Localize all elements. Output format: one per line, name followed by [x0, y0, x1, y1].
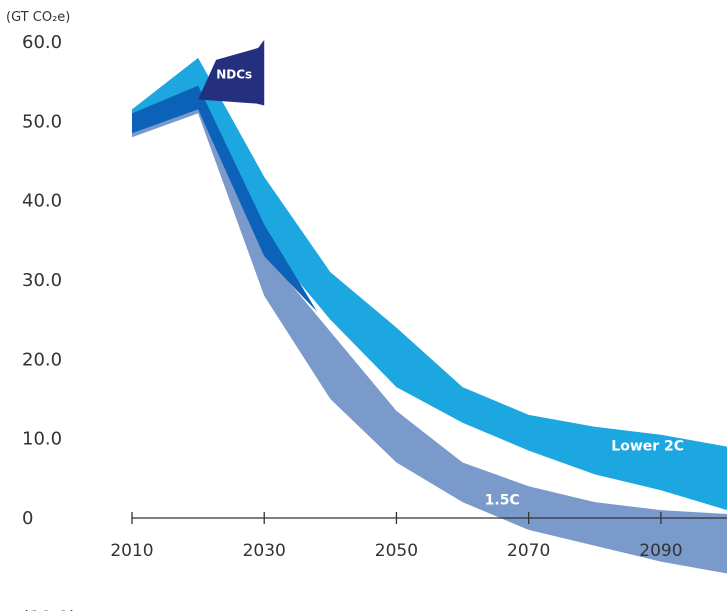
band-1-5c: [132, 101, 727, 574]
y-tick-label: 50.0: [22, 111, 62, 132]
band-labels: Lower 2C 1.5C: [485, 439, 684, 509]
band-overlap-2: [132, 85, 318, 312]
ndc-arrow: [198, 39, 265, 106]
y-tick-label: 40.0: [22, 191, 62, 212]
y-tick-label: 30.0: [22, 270, 62, 291]
ndc-marker: NDCs: [198, 39, 265, 106]
x-tick-label: 2030: [243, 541, 286, 561]
y-axis: 60.0 50.0 40.0 30.0 20.0 10.0 0 (10.0): [22, 32, 76, 611]
x-tick-label: 2050: [375, 541, 418, 561]
y-tick-label: 20.0: [22, 349, 62, 370]
x-tick-label: 2010: [110, 541, 153, 561]
y-unit-label: (GT CO₂e): [6, 10, 70, 25]
y-tick-label: 10.0: [22, 429, 62, 450]
scenario-bands: [132, 57, 727, 574]
x-tick-label: 2070: [507, 541, 550, 561]
x-tick-label: 2090: [639, 541, 682, 561]
y-tick-label: 60.0: [22, 32, 62, 53]
x-axis: 2010 2030 2050 2070 2090: [110, 512, 727, 561]
ndc-label: NDCs: [216, 68, 252, 82]
y-tick-label: (10.0): [22, 607, 76, 611]
y-tick-label: 0: [22, 508, 33, 529]
band-label-lower-2c: Lower 2C: [611, 439, 684, 455]
band-label-1-5c: 1.5C: [485, 493, 520, 509]
